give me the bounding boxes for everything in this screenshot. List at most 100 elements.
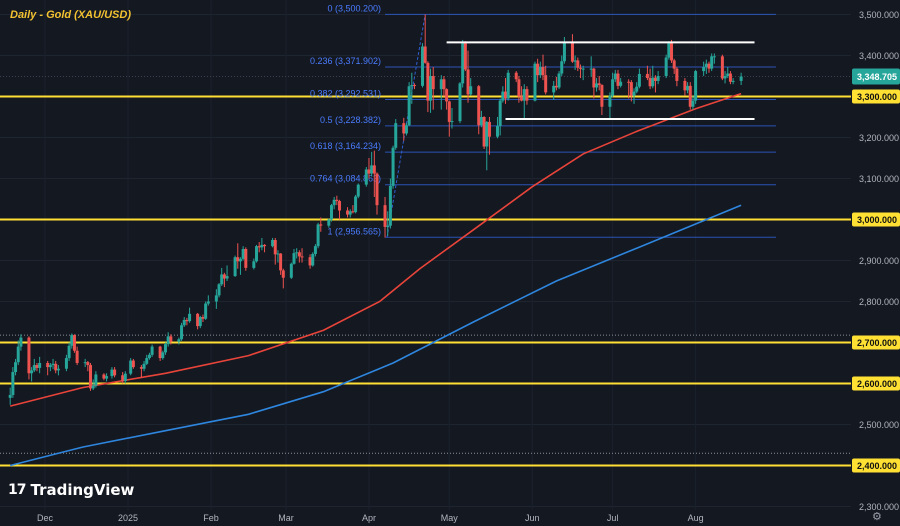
candle-body <box>327 219 331 226</box>
candle-body <box>426 62 430 101</box>
candle <box>102 373 106 381</box>
candle-body <box>576 60 580 68</box>
price-tick-label: 2,900.000 <box>859 256 899 266</box>
candle <box>477 85 481 135</box>
candle-body <box>739 76 743 81</box>
candle <box>522 84 526 120</box>
candle <box>281 268 285 289</box>
candle <box>611 72 615 98</box>
candle-body <box>313 246 317 254</box>
candle-body <box>504 91 508 99</box>
horizontal-levels[interactable] <box>0 76 851 467</box>
candle-body <box>675 68 679 81</box>
candle-body <box>487 121 491 137</box>
candle-body <box>348 211 352 215</box>
candle-body <box>554 85 558 88</box>
candle <box>252 258 256 270</box>
candle <box>704 59 708 74</box>
last-price-tag[interactable] <box>852 68 900 85</box>
candle-body <box>560 61 564 74</box>
gear-icon[interactable]: ⚙ <box>872 510 882 523</box>
candle-body <box>731 80 735 82</box>
candle <box>142 360 146 372</box>
candle <box>595 78 599 92</box>
candle <box>576 57 580 72</box>
candle-body <box>295 252 299 254</box>
candle <box>11 367 15 398</box>
candle-body <box>188 313 192 322</box>
candle <box>204 301 208 320</box>
candle <box>536 58 540 83</box>
candle-body <box>257 246 261 248</box>
candle <box>91 379 95 391</box>
candle-body <box>91 385 95 389</box>
candle <box>27 336 31 380</box>
candle <box>161 350 165 360</box>
candle-body <box>533 63 537 101</box>
level-price-tag[interactable] <box>852 376 900 391</box>
level-price-tag-label: 2,700.000 <box>857 338 897 348</box>
candle <box>105 373 109 382</box>
candle <box>421 43 425 88</box>
candle-body <box>145 358 149 364</box>
candle <box>113 367 117 378</box>
candle-body <box>163 344 167 353</box>
candle-body <box>252 261 256 268</box>
candle <box>308 254 312 269</box>
candle <box>263 244 267 253</box>
candle <box>458 82 462 124</box>
moving-average-slow-line <box>10 204 742 467</box>
candle-body <box>316 224 320 247</box>
candle <box>391 145 395 189</box>
candle <box>627 79 631 99</box>
candle-body <box>70 335 74 346</box>
candle-body <box>105 376 109 379</box>
candle <box>348 209 352 218</box>
candle-body <box>514 72 518 80</box>
candle-body <box>522 89 526 101</box>
candle-body <box>501 91 505 101</box>
fib-level-label: 0.382 (3,292.531) <box>310 89 381 99</box>
candle <box>495 117 499 139</box>
candle-body <box>201 317 205 319</box>
time-axis[interactable]: Dec 2025 Feb Mar Apr May Jun Jul Aug <box>37 513 704 523</box>
level-price-tag[interactable] <box>852 458 900 473</box>
candle <box>241 246 245 261</box>
fib-trend-line[interactable] <box>386 14 426 238</box>
candle <box>619 78 623 88</box>
range-lines[interactable] <box>446 41 755 121</box>
candle-body <box>597 83 601 86</box>
level-price-tag[interactable] <box>852 89 900 104</box>
candle-body <box>581 68 585 70</box>
candle <box>121 372 125 384</box>
candle-body <box>35 365 39 368</box>
candle <box>46 360 50 376</box>
candle-body <box>276 253 280 255</box>
candle <box>506 69 510 101</box>
candle <box>70 333 74 349</box>
candle-body <box>260 244 264 248</box>
tradingview-logo[interactable]: 17 TradingView <box>8 481 134 499</box>
candle <box>289 262 293 279</box>
candle-body <box>495 126 499 137</box>
candle <box>220 267 224 286</box>
candle <box>131 358 135 369</box>
candle <box>51 358 55 370</box>
level-price-tag[interactable] <box>852 335 900 350</box>
candle-body <box>139 367 143 369</box>
candle <box>525 86 529 105</box>
candle <box>578 64 582 79</box>
candle <box>169 334 173 345</box>
candle-body <box>236 257 240 262</box>
candle-body <box>51 363 55 366</box>
candle <box>372 150 376 197</box>
price-axis[interactable]: 3,500.000 3,400.000 3,300.000 3,200.000 3,10… <box>852 10 900 512</box>
level-price-tag[interactable] <box>852 212 900 227</box>
candle-body <box>442 79 446 90</box>
candle-body <box>479 117 483 126</box>
candle <box>206 295 210 306</box>
candle <box>723 71 727 84</box>
candle <box>370 151 374 177</box>
candle-body <box>292 253 296 264</box>
